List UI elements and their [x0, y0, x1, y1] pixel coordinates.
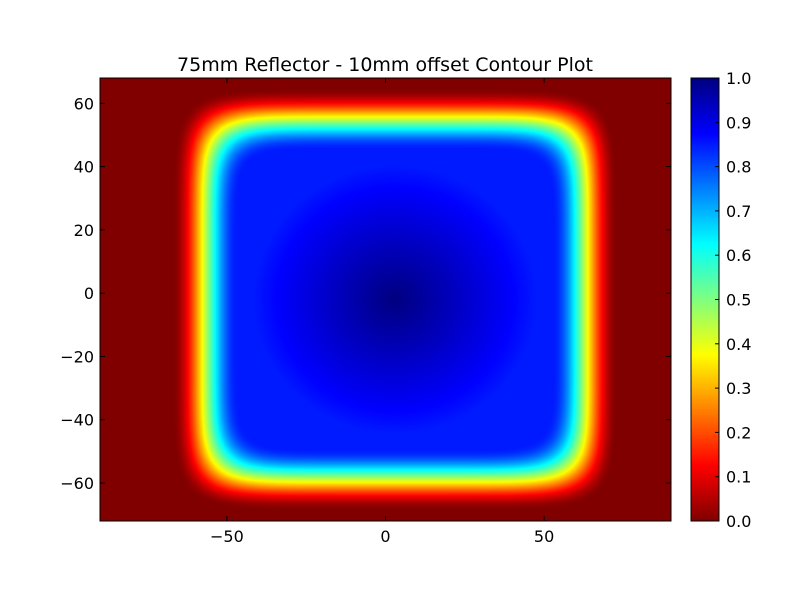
y-tick-label: 40: [74, 158, 94, 177]
colorbar-tick-label: 0.5: [726, 291, 751, 310]
colorbar-tick-label: 0.6: [726, 246, 751, 265]
colorbar-tick-label: 0.1: [726, 468, 751, 487]
y-tick-label: 0: [84, 284, 94, 303]
y-axis: 60 40 20 0 −20 −40 −60: [60, 94, 671, 493]
x-tick-label: 50: [534, 527, 554, 546]
colorbar-ticks: 1.0 0.9 0.8 0.7 0.6 0.5 0.4 0.3 0.2 0.1 0.0: [715, 69, 751, 531]
colorbar-tick-label: 0.3: [726, 379, 751, 398]
y-tick-label: −40: [60, 411, 94, 430]
colorbar-tick-label: 0.8: [726, 158, 751, 177]
colorbar: 1.0 0.9 0.8 0.7 0.6 0.5 0.4 0.3 0.2 0.1 0.0: [690, 69, 751, 531]
colorbar-tick-label: 1.0: [726, 69, 751, 88]
colorbar-tick-label: 0.7: [726, 202, 751, 221]
x-axis: −50 0 50: [210, 78, 554, 546]
y-tick-label: 20: [74, 221, 94, 240]
x-tick-label: −50: [210, 527, 244, 546]
colorbar-tick-label: 0.9: [726, 113, 751, 132]
x-tick-label: 0: [380, 527, 390, 546]
colorbar-gradient: [691, 78, 719, 521]
chart-title: 75mm Reflector - 10mm offset Contour Plo…: [177, 54, 593, 76]
y-tick-label: 60: [74, 94, 94, 113]
y-tick-label: −60: [60, 474, 94, 493]
colorbar-tick-label: 0.0: [726, 512, 751, 531]
colorbar-tick-label: 0.4: [726, 335, 751, 354]
heatmap-image: [100, 78, 671, 521]
colorbar-tick-label: 0.2: [726, 423, 751, 442]
plot-area: −50 0 50 60 40 20 0 −20 −40 −60: [60, 77, 672, 546]
y-tick-label: −20: [60, 347, 94, 366]
